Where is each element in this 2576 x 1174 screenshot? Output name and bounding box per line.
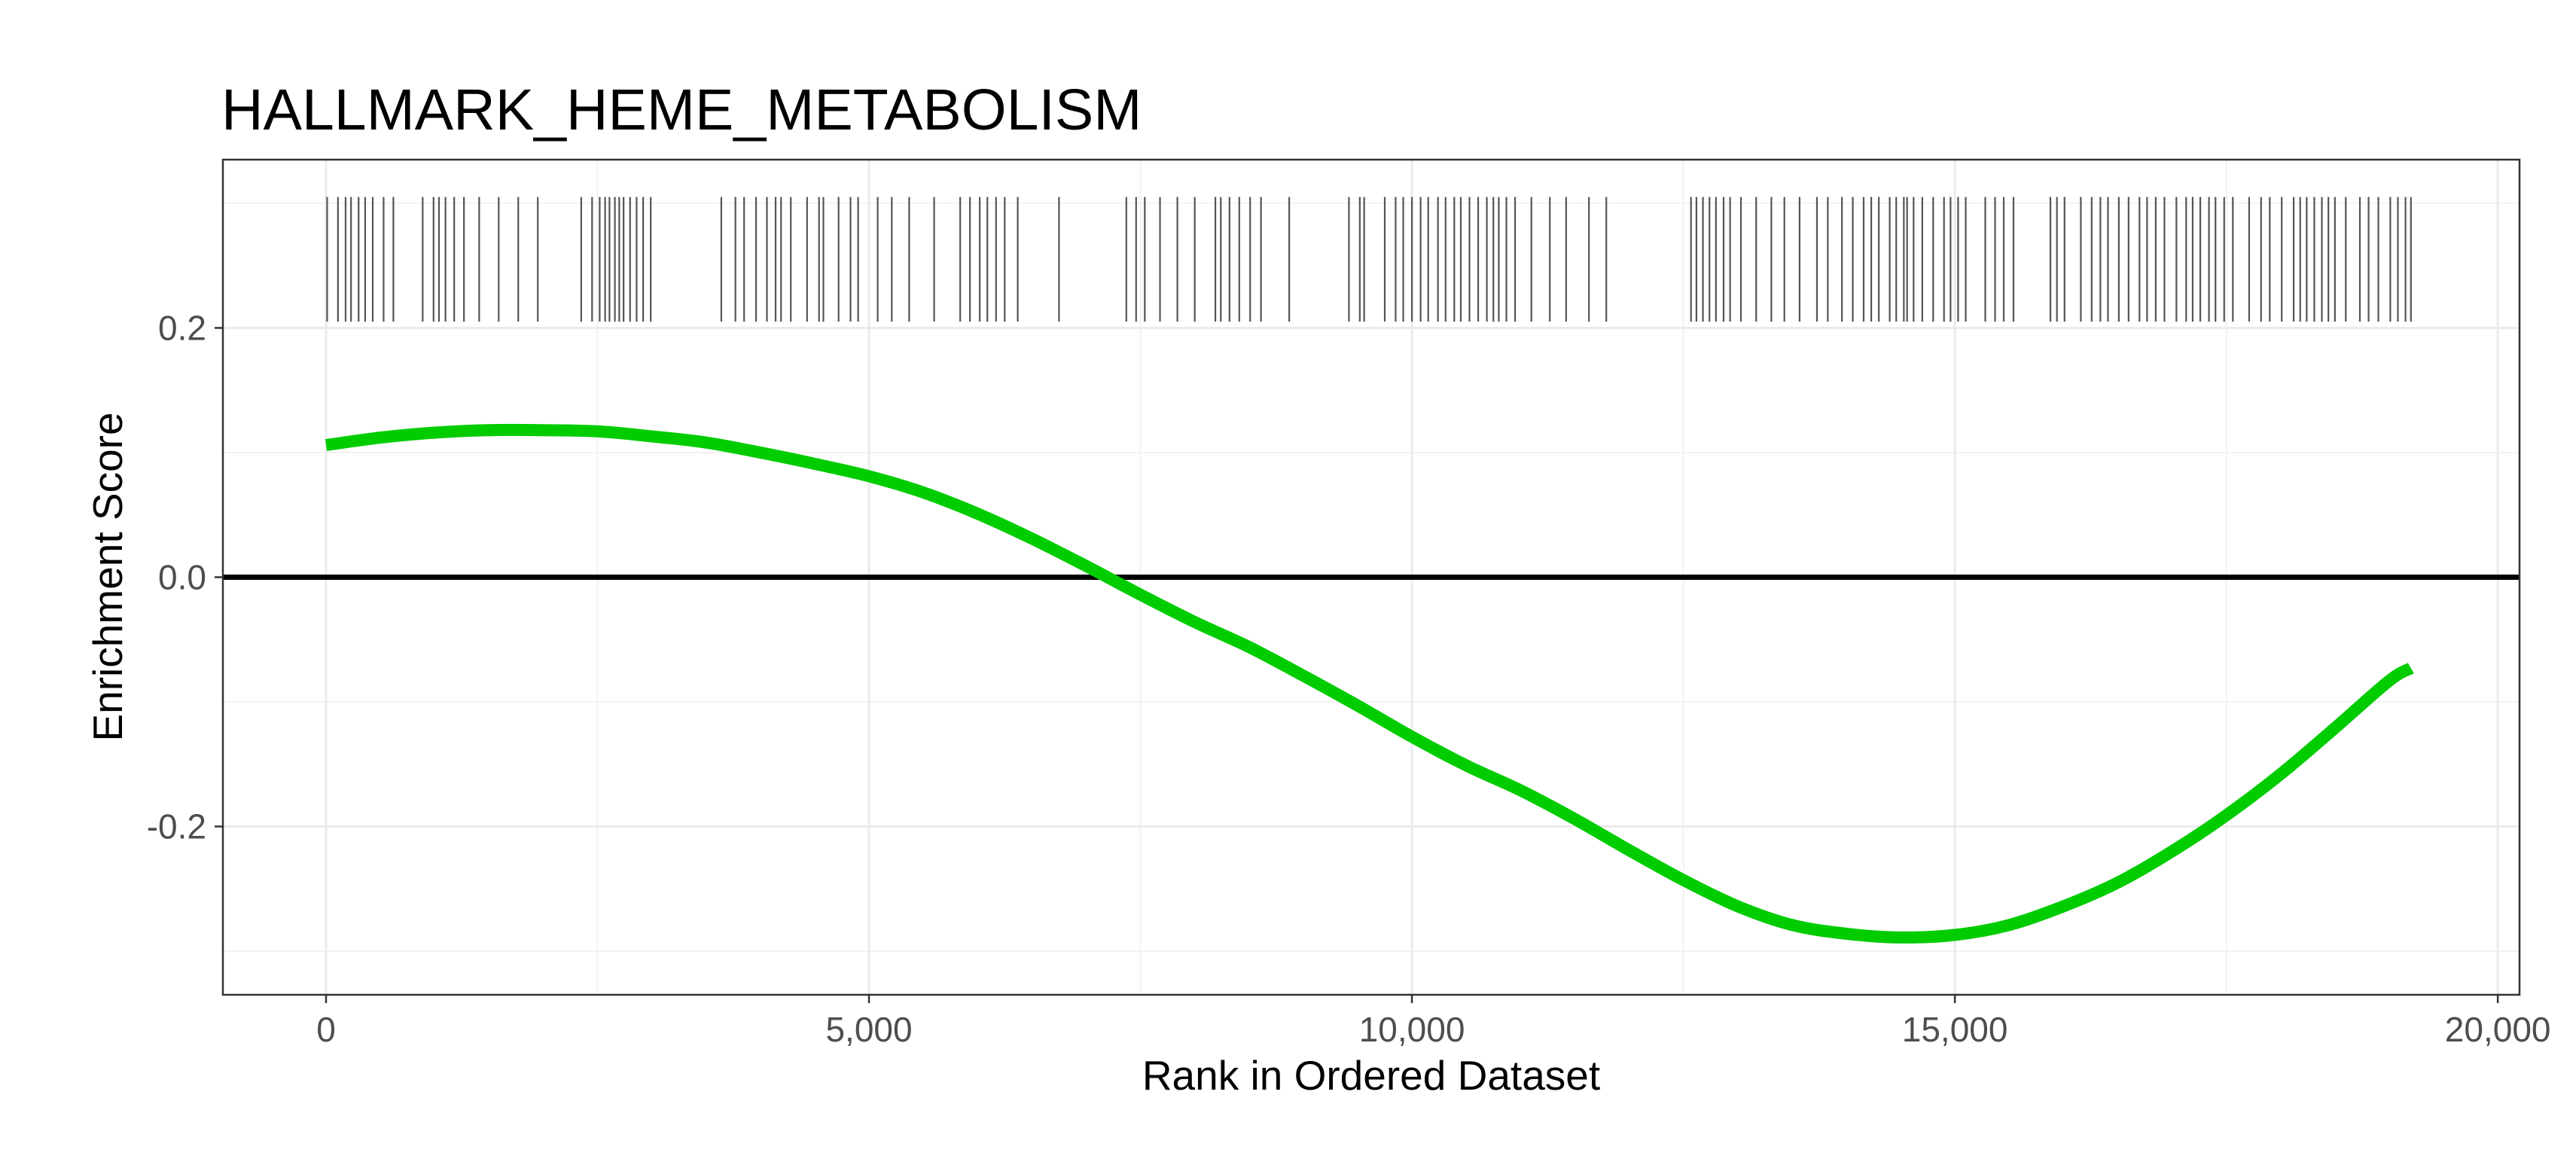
x-tick-label: 10,000 <box>1359 1010 1465 1049</box>
y-axis-ticks: -0.2 0.0 0.2 <box>147 308 223 846</box>
x-tick-label: 5,000 <box>825 1010 912 1049</box>
y-tick-label: 0.2 <box>158 308 206 347</box>
x-axis-ticks: 0 5,000 10,000 15,000 20,000 <box>316 995 2551 1049</box>
x-axis-title: Rank in Ordered Dataset <box>1142 1052 1600 1099</box>
y-tick-label: 0.0 <box>158 558 206 597</box>
chart-title: HALLMARK_HEME_METABOLISM <box>221 78 1142 142</box>
x-tick-label: 0 <box>316 1010 336 1049</box>
y-tick-label: -0.2 <box>147 807 206 846</box>
x-tick-label: 20,000 <box>2445 1010 2551 1049</box>
plot-panel <box>221 158 2521 996</box>
enrichment-score-curve <box>325 423 2414 944</box>
gene-hit-ticks <box>326 197 2412 322</box>
y-axis-title: Enrichment Score <box>84 412 131 741</box>
x-tick-label: 15,000 <box>1902 1010 2008 1049</box>
